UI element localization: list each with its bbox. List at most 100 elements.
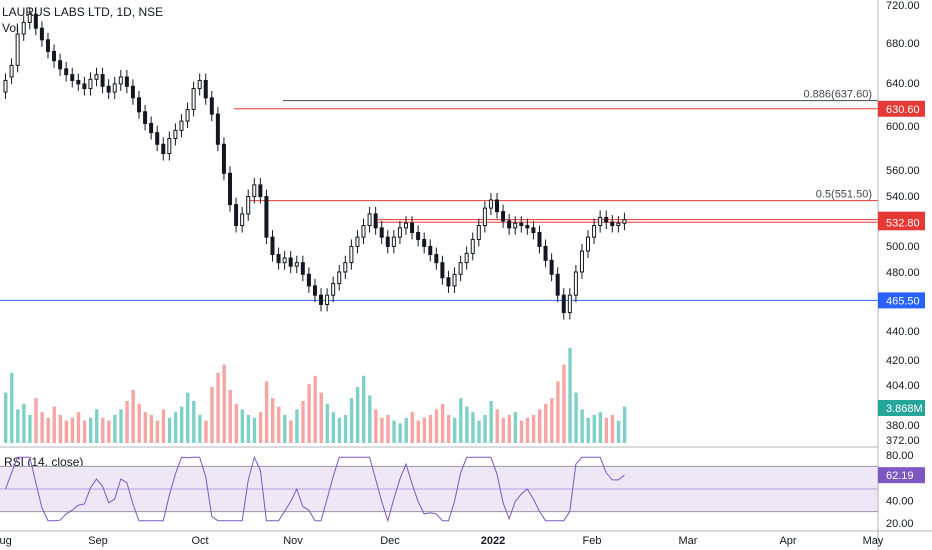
rsi-panel: [0, 455, 878, 523]
volume-bar: [277, 406, 281, 443]
volume-bar: [471, 412, 475, 443]
volume-bar: [416, 420, 421, 443]
volume-bar: [131, 389, 135, 443]
candle-body: [573, 271, 578, 296]
level-label: 0.886(637.60): [804, 89, 873, 101]
symbol-title[interactable]: LAURUS LABS LTD, 1D, NSE: [2, 5, 164, 19]
volume-bar: [604, 417, 609, 443]
volume-bar: [343, 415, 348, 443]
volume-bar: [562, 364, 566, 443]
volume-bar: [58, 415, 63, 443]
volume-bar: [28, 415, 32, 443]
candle-body: [258, 184, 263, 198]
candle-body: [549, 259, 554, 275]
candle-body: [252, 184, 257, 198]
candle-body: [488, 199, 493, 209]
candle-body: [136, 97, 141, 113]
volume-bar: [186, 392, 190, 443]
horizontal-lines: 0.886(637.60) 0.5(551.50): [0, 89, 878, 301]
candle-body: [94, 74, 99, 80]
candle-body: [543, 245, 548, 261]
price-tick-label: 480.00: [886, 267, 920, 279]
volume-bar: [507, 415, 512, 443]
price-tick-label: 560.00: [886, 165, 920, 177]
time-tick-label: May: [863, 535, 884, 547]
candle-body: [592, 225, 597, 238]
candle-body: [21, 21, 26, 35]
candle-body: [143, 111, 148, 124]
volume-bar: [325, 403, 330, 443]
volume-bar: [101, 417, 105, 443]
candle-body: [185, 108, 190, 122]
volume-bar: [598, 412, 603, 443]
rsi-label[interactable]: RSI (14, close): [4, 455, 84, 469]
time-tick-label: Feb: [583, 535, 602, 547]
candle-body: [422, 238, 427, 247]
candle-body: [270, 236, 275, 256]
chart-header: LAURUS LABS LTD, 1D, NSE Vol: [2, 4, 163, 36]
volume-bar: [52, 406, 56, 443]
volume-bar: [616, 420, 621, 443]
volume-bar: [234, 403, 238, 443]
candle-body: [464, 252, 469, 264]
volume-bar: [149, 415, 154, 443]
volume-bar: [440, 403, 445, 443]
volume-bar: [568, 347, 572, 443]
volume-bar: [386, 415, 390, 443]
time-tick-label: Dec: [380, 535, 400, 547]
candle-body: [343, 262, 348, 273]
candle-body: [452, 273, 457, 287]
volume-bar: [270, 398, 275, 443]
volume-bar: [222, 364, 226, 443]
candle-body: [555, 273, 560, 296]
candle-body: [579, 250, 584, 273]
price-tag: 532.80: [886, 217, 920, 229]
candle-body: [191, 88, 196, 110]
time-tick-label: Oct: [191, 535, 208, 547]
volume-bar: [380, 417, 384, 443]
candle-body: [246, 196, 251, 215]
volume-tag-bg: [878, 400, 925, 416]
candle-body: [149, 122, 154, 134]
volume-bar: [10, 373, 14, 443]
candle-body: [561, 294, 566, 314]
volume-bar: [198, 415, 202, 443]
candle-body: [337, 271, 342, 285]
volume-bars: [4, 347, 627, 443]
volume-bar: [592, 415, 596, 443]
volume-bar: [76, 412, 81, 443]
volume-bar: [70, 417, 75, 443]
rsi-tick-label: 20.00: [886, 518, 914, 530]
candle-body: [397, 227, 402, 238]
volume-bar: [362, 375, 366, 443]
volume-bar: [107, 420, 111, 443]
candle-body: [458, 262, 463, 275]
volume-bar: [295, 409, 299, 443]
volume-bar: [392, 420, 396, 443]
candle-body: [179, 120, 184, 131]
volume-bar: [483, 415, 487, 443]
volume-bar: [143, 412, 147, 443]
volume-bar: [574, 392, 578, 443]
volume-bar: [313, 375, 317, 443]
volume-bar: [252, 417, 257, 443]
candle-body: [3, 79, 8, 93]
time-tick-label: Aug: [0, 535, 12, 547]
candle-body: [106, 85, 111, 93]
candle-body: [70, 74, 75, 81]
candle-body: [610, 221, 615, 227]
volume-bar: [246, 415, 251, 443]
volume-bar: [16, 409, 20, 443]
candle-body: [501, 211, 506, 222]
volume-bar: [301, 401, 305, 443]
volume-bar: [216, 373, 220, 443]
candle-body: [476, 225, 481, 240]
candle-body: [428, 245, 433, 256]
volume-bar: [580, 409, 584, 443]
price-tick-label: 540.00: [886, 191, 920, 203]
candle-body: [167, 137, 172, 155]
volume-bar: [355, 387, 360, 443]
candle-body: [45, 39, 50, 52]
candle-body: [598, 216, 603, 227]
